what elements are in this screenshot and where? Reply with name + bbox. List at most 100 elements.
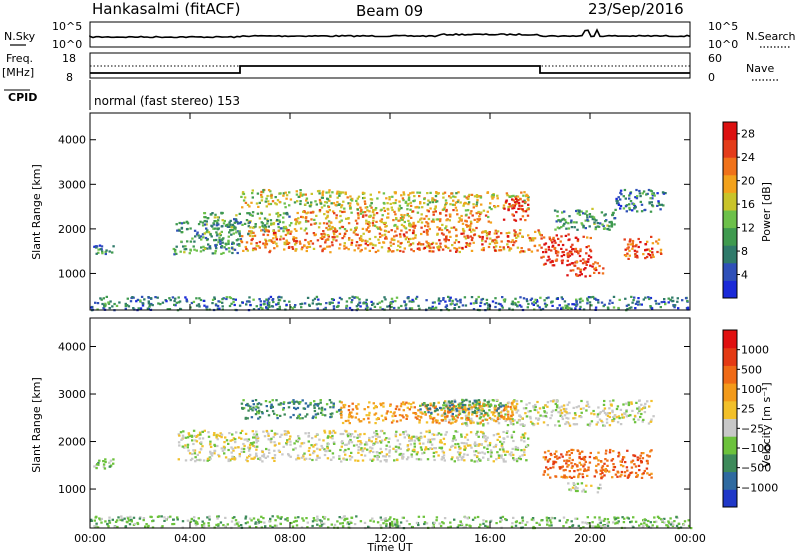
data-cell — [616, 475, 619, 478]
data-cell — [505, 431, 509, 434]
data-cell — [93, 245, 96, 248]
data-cell — [272, 300, 275, 304]
data-cell — [642, 298, 645, 301]
data-cell — [574, 250, 577, 253]
data-cell — [268, 239, 271, 242]
data-cell — [249, 226, 252, 229]
data-cell — [410, 453, 413, 456]
data-cell — [602, 409, 605, 412]
data-cell — [254, 408, 257, 411]
data-cell — [568, 215, 571, 218]
data-cell — [372, 209, 375, 212]
data-cell — [568, 250, 572, 253]
data-cell — [199, 298, 203, 302]
data-cell — [248, 446, 252, 449]
data-cell — [539, 296, 542, 299]
data-cell — [578, 254, 582, 258]
data-cell — [562, 224, 565, 227]
data-cell — [502, 458, 505, 461]
data-cell — [482, 424, 485, 427]
data-cell — [289, 455, 292, 458]
data-cell — [485, 298, 489, 301]
data-cell — [375, 432, 378, 436]
data-cell — [565, 306, 568, 309]
data-cell — [325, 210, 329, 213]
data-cell — [357, 403, 360, 406]
data-cell — [586, 516, 589, 519]
data-cell — [402, 416, 405, 419]
data-cell — [411, 526, 414, 529]
data-cell — [267, 230, 270, 233]
data-cell — [255, 305, 258, 308]
data-cell — [266, 304, 270, 307]
data-cell — [284, 206, 287, 209]
data-cell — [510, 434, 514, 437]
data-cell — [650, 418, 653, 421]
data-cell — [638, 457, 642, 460]
data-cell — [578, 213, 582, 216]
data-cell — [586, 214, 589, 217]
data-cell — [667, 521, 671, 524]
data-cell — [522, 297, 526, 300]
data-cell — [409, 403, 413, 406]
data-cell — [525, 298, 528, 301]
data-cell — [285, 227, 288, 230]
data-cell — [379, 402, 382, 405]
data-cell — [493, 415, 497, 418]
data-cell — [514, 448, 517, 451]
data-cell — [202, 249, 205, 252]
data-cell — [375, 418, 378, 421]
data-cell — [283, 299, 286, 303]
data-cell — [511, 213, 514, 216]
data-cell — [343, 429, 347, 432]
data-cell — [278, 305, 281, 308]
data-cell — [265, 239, 268, 243]
data-cell — [314, 416, 317, 419]
data-cell — [271, 405, 274, 409]
data-cell — [142, 519, 145, 522]
data-cell — [651, 192, 654, 196]
data-cell — [521, 454, 524, 457]
data-cell — [451, 244, 454, 247]
data-cell — [515, 211, 518, 214]
data-cell — [444, 419, 447, 422]
data-cell — [677, 522, 681, 525]
freq-trace — [90, 65, 690, 74]
data-cell — [373, 431, 376, 434]
data-cell — [369, 458, 372, 461]
data-cell — [315, 443, 318, 446]
data-cell — [351, 295, 354, 298]
data-cell — [495, 398, 498, 402]
data-cell — [264, 227, 267, 230]
data-cell — [502, 460, 506, 463]
data-cell — [565, 411, 568, 414]
data-cell — [427, 438, 430, 441]
data-cell — [488, 441, 492, 445]
data-cell — [328, 301, 331, 304]
data-cell — [432, 404, 435, 407]
data-cell — [216, 438, 219, 441]
data-cell — [437, 299, 440, 302]
data-cell — [406, 208, 409, 211]
data-cell — [546, 424, 549, 427]
data-cell — [290, 222, 293, 225]
data-cell — [264, 226, 267, 229]
data-cell — [503, 406, 507, 410]
data-cell — [442, 196, 445, 199]
data-cell — [448, 195, 451, 198]
data-cell — [319, 202, 323, 205]
data-cell — [265, 205, 268, 208]
data-cell — [109, 459, 113, 462]
data-cell — [219, 521, 223, 524]
data-cell — [219, 242, 222, 245]
data-cell — [252, 517, 256, 520]
data-cell — [438, 220, 442, 223]
data-cell — [209, 213, 213, 216]
data-cell — [595, 471, 598, 474]
data-cell — [500, 456, 503, 459]
data-cell — [457, 241, 461, 244]
data-cell — [328, 189, 331, 192]
data-cell — [285, 443, 289, 446]
data-cell — [513, 241, 516, 244]
data-cell — [240, 241, 244, 244]
